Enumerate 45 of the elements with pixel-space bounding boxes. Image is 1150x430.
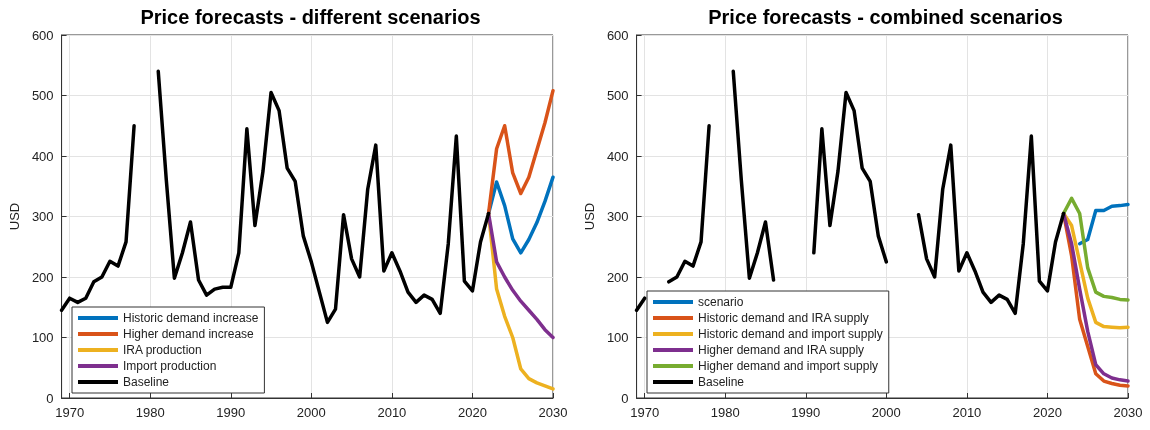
x-tick-label: 2020 [457,405,487,420]
y-tick-label: 500 [606,88,629,103]
y-tick-label: 500 [31,88,54,103]
x-tick-label: 2010 [952,405,982,420]
legend-label: Higher demand and import supply [698,359,879,373]
y-axis-title: USD [7,202,22,231]
y-axis-title: USD [582,202,597,231]
y-tick-label: 300 [31,209,54,224]
x-tick-label: 1990 [791,405,821,420]
legend-label: Higher demand increase [123,327,255,341]
x-tick-label: 1970 [55,405,85,420]
x-tick-label: 2000 [871,405,901,420]
y-tick-label: 200 [606,269,629,285]
y-tick-label: 600 [606,27,629,43]
x-tick-label: 1990 [216,405,246,420]
legend-label: scenario [698,295,744,309]
legend-label: Baseline [123,375,170,389]
y-tick-label: 0 [621,390,629,406]
x-tick-label: 2010 [377,405,407,420]
legend-label: Historic demand and import supply [698,327,883,341]
y-tick-label: 400 [606,148,629,164]
legend-label: Import production [123,359,217,373]
legend-label: Historic demand increase [123,311,259,325]
x-tick-label: 1970 [630,405,660,420]
x-tick-label: 2030 [1113,405,1143,420]
legend-label: IRA production [123,343,202,357]
y-tick-label: 100 [606,330,629,345]
x-tick-label: 2030 [538,405,568,420]
x-tick-label: 1980 [710,405,740,420]
line-series [1077,202,1130,246]
y-tick-label: 600 [31,27,54,43]
x-tick-label: 1980 [135,405,165,420]
chart-title: Price forecasts - combined scenarios [708,6,1063,28]
y-tick-label: 400 [31,148,54,164]
chart-title: Price forecasts - different scenarios [140,6,481,28]
y-tick-label: 300 [606,209,629,224]
line-series [1061,196,1130,302]
legend-label: Higher demand and IRA supply [698,343,865,357]
y-tick-label: 200 [31,269,54,285]
legend-label: Historic demand and IRA supply [698,311,869,325]
y-tick-label: 0 [46,390,54,406]
legend-label: Baseline [698,375,745,389]
y-tick-label: 100 [31,330,54,345]
x-tick-label: 2020 [1032,405,1062,420]
x-tick-label: 2000 [296,405,326,420]
